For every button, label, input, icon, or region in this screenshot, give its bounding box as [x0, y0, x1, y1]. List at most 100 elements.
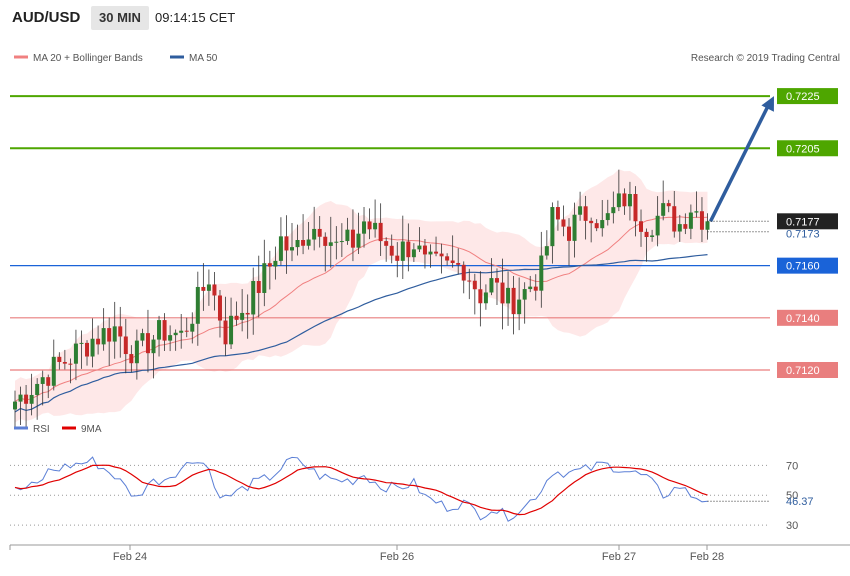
candle — [101, 308, 106, 351]
candle — [129, 345, 134, 373]
candle — [461, 261, 466, 294]
rsi-ma-line — [14, 464, 708, 516]
candle — [699, 197, 704, 243]
timestamp-label: 09:14:15 CET — [155, 10, 236, 25]
candle — [240, 289, 245, 332]
candle — [184, 317, 189, 338]
candle — [345, 217, 350, 245]
candle — [112, 301, 117, 359]
candle — [450, 235, 455, 268]
candle — [62, 349, 67, 370]
candle — [339, 223, 344, 258]
current-price-text: 0.7177 — [786, 216, 820, 228]
candle — [378, 203, 383, 256]
credit-label: Research © 2019 Trading Central — [691, 53, 840, 64]
bollinger-bands — [15, 169, 708, 423]
ma20-legend-label: MA 20 + Bollinger Bands — [33, 53, 143, 64]
rsi-line — [14, 456, 708, 522]
candle — [561, 205, 566, 237]
level-price-text: 0.7140 — [786, 313, 820, 325]
candle — [278, 217, 283, 266]
candle — [90, 318, 95, 368]
candle — [605, 199, 610, 226]
candle — [173, 329, 178, 351]
candle — [13, 390, 17, 427]
candle — [683, 213, 688, 235]
candle — [644, 228, 649, 262]
x-tick-label: Feb 24 — [113, 551, 147, 563]
candle — [511, 275, 516, 335]
candle — [384, 237, 389, 262]
candle — [389, 234, 394, 264]
candle — [85, 340, 90, 366]
x-tick-label: Feb 26 — [380, 551, 414, 563]
candle — [578, 191, 583, 221]
candle — [317, 215, 322, 248]
current-price-tag — [777, 213, 838, 230]
candle — [583, 195, 588, 240]
rsi-tick-label: 50 — [786, 490, 798, 502]
rsi-tick-label: 30 — [786, 520, 798, 532]
candle — [655, 196, 660, 247]
ma50-price-text: 0.7173 — [786, 229, 820, 241]
candle — [96, 325, 101, 355]
ma50-line — [14, 254, 708, 413]
level-price-text: 0.7160 — [786, 261, 820, 273]
level-price-tag — [777, 140, 838, 157]
candle — [195, 271, 200, 346]
x-tick-label: Feb 27 — [602, 551, 636, 563]
candle — [467, 268, 472, 300]
candle — [273, 246, 278, 280]
candle — [312, 206, 317, 251]
candle — [422, 238, 427, 269]
level-price-tag — [777, 362, 838, 378]
candle — [262, 239, 267, 307]
candle — [295, 224, 300, 256]
candle — [206, 269, 211, 306]
candle — [555, 200, 560, 231]
bollinger-band-area — [15, 169, 708, 423]
candle — [633, 186, 638, 237]
candle — [350, 209, 355, 262]
candle — [157, 315, 162, 357]
forecast-arrow — [708, 96, 774, 223]
candle — [223, 296, 228, 356]
chart-header: AUD/USD 30 MIN 09:14:15 CET — [0, 0, 850, 38]
candle — [334, 226, 339, 260]
forecast-arrow-shaft — [708, 105, 770, 223]
candle — [323, 232, 328, 272]
price-labels: 0.7225 0.7205 0.7160 0.7140 0.7120 0.71770.71… — [707, 88, 838, 378]
candle — [201, 263, 206, 311]
candle — [168, 325, 173, 352]
candle — [73, 329, 78, 381]
candle — [140, 328, 145, 347]
candle — [417, 227, 422, 252]
level-price-text: 0.7225 — [786, 91, 820, 103]
candlesticks — [13, 169, 710, 429]
candle — [107, 317, 112, 366]
rsi-legend-label: RSI — [33, 424, 50, 435]
candle — [79, 330, 84, 369]
candle — [616, 169, 621, 212]
candle — [550, 202, 555, 264]
candle — [611, 191, 616, 224]
candle — [373, 199, 378, 238]
candle — [179, 314, 184, 349]
candle — [677, 214, 682, 242]
candle — [506, 271, 511, 326]
candle — [472, 273, 477, 315]
candle — [134, 329, 139, 380]
candle — [639, 209, 644, 247]
level-price-tag — [777, 257, 838, 274]
timeframe-badge[interactable]: 30 MIN — [91, 6, 149, 30]
candle — [306, 221, 311, 250]
candle — [650, 229, 655, 242]
candle — [483, 284, 488, 310]
candle — [234, 301, 239, 326]
candle — [151, 335, 156, 379]
candle — [245, 294, 250, 339]
level-price-tag — [777, 88, 838, 105]
level-price-text: 0.7205 — [786, 143, 820, 155]
candle — [627, 181, 632, 221]
